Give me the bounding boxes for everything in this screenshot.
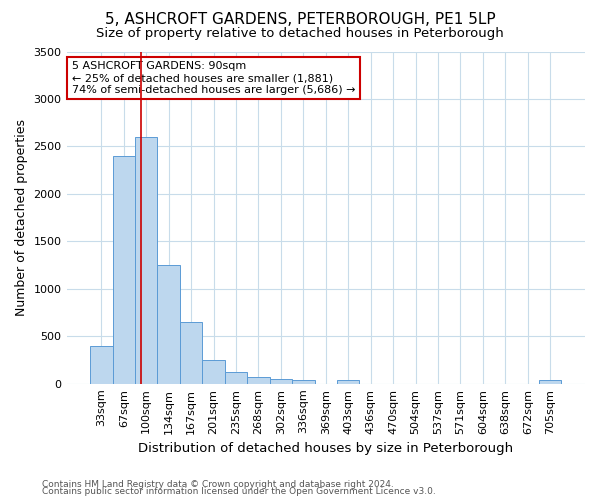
Bar bbox=[269, 379, 292, 384]
Text: Contains public sector information licensed under the Open Government Licence v3: Contains public sector information licen… bbox=[42, 487, 436, 496]
Bar bbox=[225, 372, 247, 384]
Bar bbox=[90, 346, 113, 384]
Bar bbox=[135, 137, 157, 384]
Bar bbox=[180, 322, 202, 384]
Text: 5, ASHCROFT GARDENS, PETERBOROUGH, PE1 5LP: 5, ASHCROFT GARDENS, PETERBOROUGH, PE1 5… bbox=[104, 12, 496, 28]
Bar bbox=[539, 380, 562, 384]
Text: Size of property relative to detached houses in Peterborough: Size of property relative to detached ho… bbox=[96, 28, 504, 40]
Bar bbox=[202, 360, 225, 384]
Text: 5 ASHCROFT GARDENS: 90sqm
← 25% of detached houses are smaller (1,881)
74% of se: 5 ASHCROFT GARDENS: 90sqm ← 25% of detac… bbox=[72, 62, 355, 94]
Bar bbox=[337, 380, 359, 384]
Bar bbox=[113, 156, 135, 384]
Text: Contains HM Land Registry data © Crown copyright and database right 2024.: Contains HM Land Registry data © Crown c… bbox=[42, 480, 394, 489]
X-axis label: Distribution of detached houses by size in Peterborough: Distribution of detached houses by size … bbox=[138, 442, 514, 455]
Bar bbox=[157, 265, 180, 384]
Bar bbox=[247, 376, 269, 384]
Y-axis label: Number of detached properties: Number of detached properties bbox=[15, 119, 28, 316]
Bar bbox=[292, 380, 314, 384]
